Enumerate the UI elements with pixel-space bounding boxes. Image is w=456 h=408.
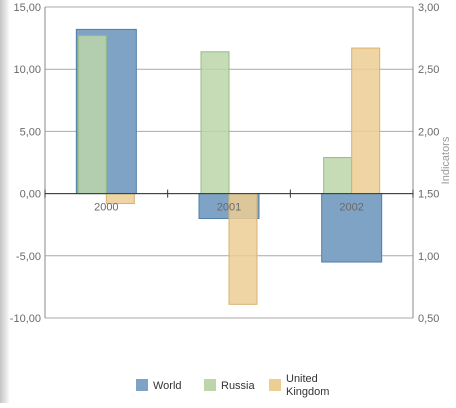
category-label: 2001 (217, 202, 241, 214)
right-axis-tick-label: 0,50 (418, 313, 439, 325)
left-edge-shade (0, 0, 10, 403)
axes-layer (44, 7, 414, 318)
labels-layer: -10,00 0,50 -5,00 1,00 0,00 1,50 5,00 2,00 10,00… (10, 2, 452, 325)
left-axis-tick-label: 0,00 (20, 189, 41, 201)
category-label: 2002 (339, 202, 363, 214)
category-label: 2000 (94, 202, 118, 214)
right-axis-tick-label: 2,50 (418, 64, 439, 76)
right-axis-tick-label: 1,50 (418, 189, 439, 201)
left-axis-tick-label: 10,00 (13, 64, 41, 76)
bar-russia (200, 51, 230, 195)
right-axis-title: Indicators (440, 136, 452, 184)
left-axis-tick-label: 5,00 (20, 126, 41, 138)
legend-label: Kingdom (286, 386, 329, 398)
bar-world (321, 193, 383, 263)
right-axis-tick-label: 1,00 (418, 251, 439, 263)
legend-swatch (136, 379, 148, 391)
bar-russia (77, 35, 107, 195)
left-axis-tick-label: -5,00 (16, 251, 41, 263)
bar-russia (323, 157, 353, 195)
legend-swatch (269, 379, 281, 391)
right-axis-tick-label: 2,00 (418, 126, 439, 138)
legend-swatch (204, 379, 216, 391)
legend-label: World (153, 380, 182, 392)
left-axis-tick-label: 15,00 (13, 2, 41, 14)
legend-label: Russia (221, 380, 256, 392)
bar-united-kingdom (351, 47, 381, 195)
legend-label: United (286, 373, 318, 385)
right-axis-tick-label: 3,00 (418, 2, 439, 14)
left-axis-tick-label: -10,00 (10, 313, 41, 325)
bars-layer (75, 28, 383, 305)
